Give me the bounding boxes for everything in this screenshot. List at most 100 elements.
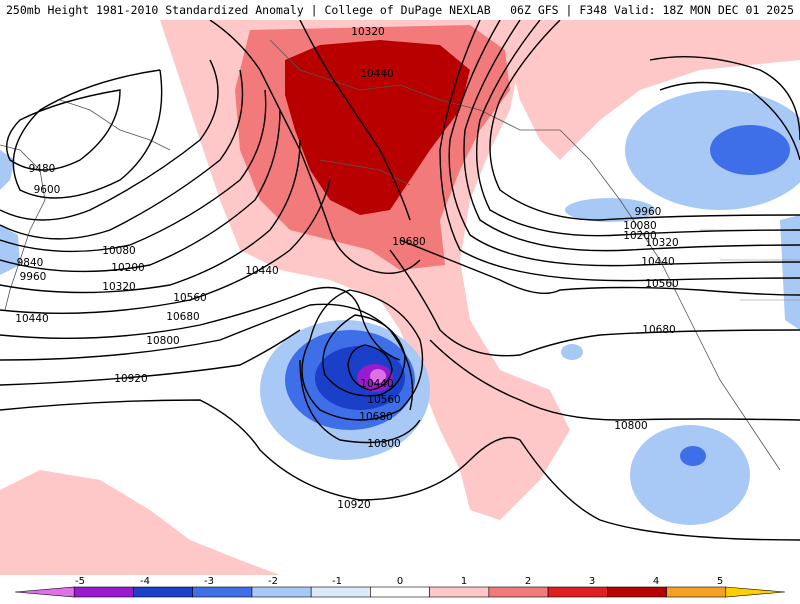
contour-label: 10560: [173, 292, 206, 304]
contour-10800-east: [429, 339, 800, 421]
contour-label: 10080: [102, 245, 135, 257]
anomaly-minus5-low: [370, 369, 386, 383]
contour-10200-east: [463, 19, 800, 252]
contour-label: 9840: [17, 257, 44, 269]
anomaly-minus1-west-edge-south: [0, 225, 20, 275]
colorbar-swatch: [547, 586, 608, 598]
header: 250mb Height 1981-2010 Standardized Anom…: [0, 0, 800, 20]
contour-10200-west: [0, 109, 281, 273]
contour-label: 9600: [34, 184, 61, 196]
anomaly-minus1-east-edge: [780, 215, 800, 330]
anomaly-plus3: [285, 40, 470, 215]
anomaly-minus2-southeast: [680, 446, 706, 466]
colorbar-tick: 0: [397, 576, 403, 587]
contour-10320-west: [0, 139, 301, 294]
contour-label: 10440: [15, 313, 48, 325]
contour-gulf-outer: [649, 55, 800, 141]
negative-anomaly-shading: [0, 90, 800, 525]
contour-10320-east: [448, 19, 800, 267]
contour-10800-mid: [0, 329, 301, 386]
kamchatka-coast: [59, 99, 171, 151]
contour-label: 10320: [102, 281, 135, 293]
contour-low-inner: [347, 344, 393, 391]
height-contours: [0, 19, 800, 541]
anomaly-minus1-southeast: [630, 425, 750, 525]
contour-9960-east: [489, 19, 800, 221]
colorbar-swatch: [370, 586, 430, 598]
contour-10440-west: [0, 179, 331, 315]
colorbar-swatch: [192, 586, 253, 598]
anomaly-minus1-strip: [565, 198, 655, 222]
contour-10680-east: [389, 249, 800, 357]
colorbar-swatch: [725, 586, 786, 598]
contour-label: 10560: [645, 278, 678, 290]
colorbar-swatch: [488, 586, 549, 598]
contour-label: 10440: [360, 68, 393, 80]
colorbar-tick: 4: [653, 576, 659, 587]
contour-label: 10680: [392, 236, 425, 248]
asia-coast: [0, 144, 46, 311]
contour-label: 10200: [623, 230, 656, 242]
colorbar-tick: 2: [525, 576, 531, 587]
contour-10680-mid: [0, 303, 414, 411]
contour-label: 10800: [146, 335, 179, 347]
north-america-west-coast: [639, 229, 781, 471]
anomaly-map: 10320 10440 9480 9600 9840 9960 10080 10…: [0, 19, 800, 575]
colorbar-tick: 5: [717, 576, 723, 587]
contour-label: 10440: [245, 265, 278, 277]
colorbar-tick: 1: [461, 576, 467, 587]
contour-label: 9480: [29, 163, 56, 175]
colorbar-tick-labels: -5 -4 -3 -2 -1 0 1 2 3 4 5: [75, 576, 723, 587]
contour-label: 10440: [360, 378, 393, 390]
contour-9600: [12, 69, 163, 199]
contour-label: 10680: [166, 311, 199, 323]
colorbar-swatch: [666, 586, 727, 598]
contour-10440-north: [299, 19, 411, 221]
contour-10440-east: [439, 19, 800, 282]
contour-label: 10680: [359, 411, 392, 423]
contour-label: 10320: [645, 237, 678, 249]
positive-anomaly-shading: [0, 20, 800, 575]
contour-10800-low: [299, 359, 421, 444]
contour-label: 9960: [635, 206, 662, 218]
contour-10560-east: [399, 239, 800, 296]
contour-low-outer: [301, 289, 424, 421]
contour-label: 10560: [367, 394, 400, 406]
anomaly-plus1-northeast: [500, 20, 800, 160]
contour-label: 10800: [614, 420, 647, 432]
contour-labels: 10320 10440 9480 9600 9840 9960 10080 10…: [15, 26, 678, 511]
colorbar-tick: -2: [268, 576, 278, 587]
colorbar-swatch: [429, 586, 490, 598]
contour-label: 10680: [642, 324, 675, 336]
contour-label: 9960: [20, 271, 47, 283]
map-title: 250mb Height 1981-2010 Standardized Anom…: [6, 3, 491, 17]
run-valid-time: 06Z GFS | F348 Valid: 18Z MON DEC 01 202…: [510, 3, 794, 17]
contour-10080-west: [0, 89, 267, 253]
colorbar-svg: -5 -4 -3 -2 -1 0 1 2 3 4 5: [14, 576, 786, 598]
anomaly-minus2-gulf-of-alaska: [710, 125, 790, 175]
contour-9960-west: [0, 69, 244, 240]
coastlines: [0, 39, 800, 471]
colorbar-tick: -5: [75, 576, 85, 587]
contour-gulf-inner: [659, 81, 800, 161]
colorbar-swatches: [14, 586, 786, 598]
contour-low-mid: [322, 314, 406, 397]
contour-10920: [0, 399, 800, 541]
colorbar-tick: -4: [140, 576, 150, 587]
contour-9840: [0, 59, 219, 221]
aleutians: [319, 159, 411, 186]
colorbar-swatch: [251, 586, 312, 598]
contour-label: 10080: [623, 220, 656, 232]
colorbar-tick: -3: [204, 576, 214, 587]
anomaly-plus1-southwest: [0, 470, 280, 575]
colorbar-tick: -1: [332, 576, 342, 587]
colorbar-tick: 3: [589, 576, 595, 587]
colorbar: -5 -4 -3 -2 -1 0 1 2 3 4 5: [0, 575, 800, 600]
colorbar-swatch: [133, 586, 193, 598]
colorbar-swatch: [310, 586, 371, 598]
colorbar-swatch: [607, 586, 667, 598]
colorbar-swatch: [73, 586, 134, 598]
contour-label: 10920: [337, 499, 370, 511]
contour-label: 10440: [641, 256, 674, 268]
contour-label: 10800: [367, 438, 400, 450]
